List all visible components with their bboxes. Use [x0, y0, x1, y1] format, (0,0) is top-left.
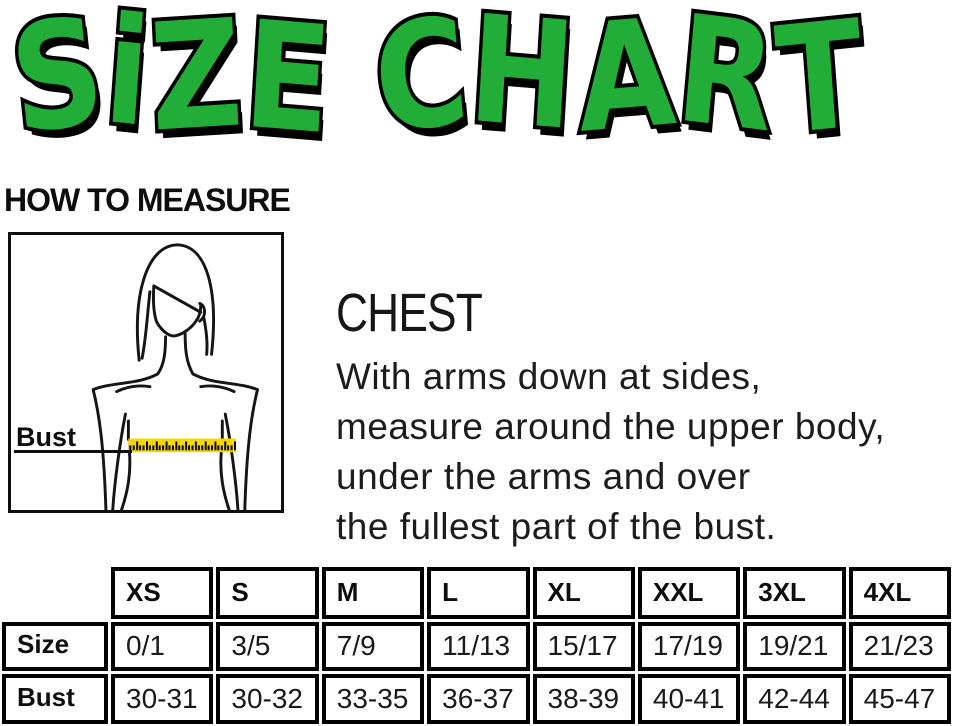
size-col-header-4xl: 4XL	[848, 567, 951, 619]
how-to-measure-heading: HOW TO MEASURE	[4, 182, 291, 218]
chest-line: With arms down at sides,	[336, 356, 762, 397]
bust-value-xxl: 40-41	[637, 674, 741, 724]
right-inner-arm	[223, 412, 240, 510]
collarbone-right	[199, 384, 236, 394]
bust-value-l: 36-37	[427, 674, 530, 724]
collarbone-left	[115, 384, 152, 394]
bust-value-3xl: 42-44	[743, 674, 846, 724]
title-letter: C	[364, 0, 478, 171]
bust-row-label: Bust	[2, 674, 108, 724]
size-col-header-3xl: 3XL	[743, 567, 846, 619]
neck-right	[183, 332, 195, 376]
size-value-3xl: 19/21	[743, 622, 846, 671]
size-value-s: 3/5	[216, 622, 319, 671]
chest-line: under the arms and over	[336, 456, 751, 497]
measuring-tape	[128, 438, 236, 453]
bust-value-m: 33-35	[321, 674, 425, 724]
title-letter: E	[236, 0, 339, 171]
title-letter: T	[767, 0, 873, 172]
left-inner-arm	[111, 412, 127, 510]
hair-inner-right	[202, 315, 209, 356]
chest-line: measure around the upper body,	[336, 406, 886, 447]
size-table: XS S M L XL XXL 3XL 4XL Size 0/1 3/5 7/9…	[2, 567, 951, 724]
size-value-xl: 15/17	[532, 622, 635, 671]
chest-instruction-text: With arms down at sides, measure around …	[336, 352, 951, 552]
chest-heading: CHEST	[336, 283, 483, 343]
title-letter: A	[569, 0, 684, 169]
size-value-xxl: 17/19	[637, 622, 741, 671]
measurement-diagram-box	[8, 232, 284, 513]
hair-outline	[135, 243, 215, 362]
title-letter: Z	[143, 0, 249, 168]
size-value-l: 11/13	[427, 622, 530, 671]
left-shoulder-arm	[91, 372, 160, 510]
size-row-label: Size	[2, 622, 108, 671]
chest-instructions: CHEST With arms down at sides, measure a…	[336, 286, 951, 552]
table-corner-blank	[2, 567, 108, 619]
right-shoulder-arm	[191, 372, 259, 510]
bust-pointer-line	[14, 450, 132, 453]
ear-outline	[198, 302, 207, 323]
hair-inner-left	[140, 290, 152, 360]
title-letter: R	[667, 0, 786, 169]
title-letter: S	[0, 0, 115, 172]
size-col-header-m: M	[321, 567, 425, 619]
size-value-4xl: 21/23	[848, 622, 951, 671]
chest-line: the fullest part of the bust.	[336, 506, 777, 547]
size-col-header-s: S	[216, 567, 319, 619]
bust-value-s: 30-32	[216, 674, 319, 724]
bangs-line	[152, 284, 203, 314]
bust-value-4xl: 45-47	[848, 674, 951, 724]
neck-left	[156, 335, 168, 376]
size-col-header-xxl: XXL	[637, 567, 741, 619]
right-hip-curve	[219, 449, 231, 510]
body-figure-drawing	[91, 243, 259, 510]
size-col-header-xs: XS	[111, 567, 214, 619]
left-hip-curve	[120, 449, 132, 510]
size-value-m: 7/9	[321, 622, 425, 671]
size-col-header-l: L	[427, 567, 530, 619]
face-outline	[151, 284, 203, 338]
title-letter: H	[461, 0, 584, 167]
bust-label: Bust	[16, 422, 76, 452]
size-value-xs: 0/1	[111, 622, 214, 671]
size-col-header-xl: XL	[532, 567, 635, 619]
bust-value-xl: 38-39	[532, 674, 635, 724]
title-letter	[333, 2, 372, 150]
title-letter: i	[95, 0, 158, 164]
bust-value-xs: 30-31	[111, 674, 214, 724]
